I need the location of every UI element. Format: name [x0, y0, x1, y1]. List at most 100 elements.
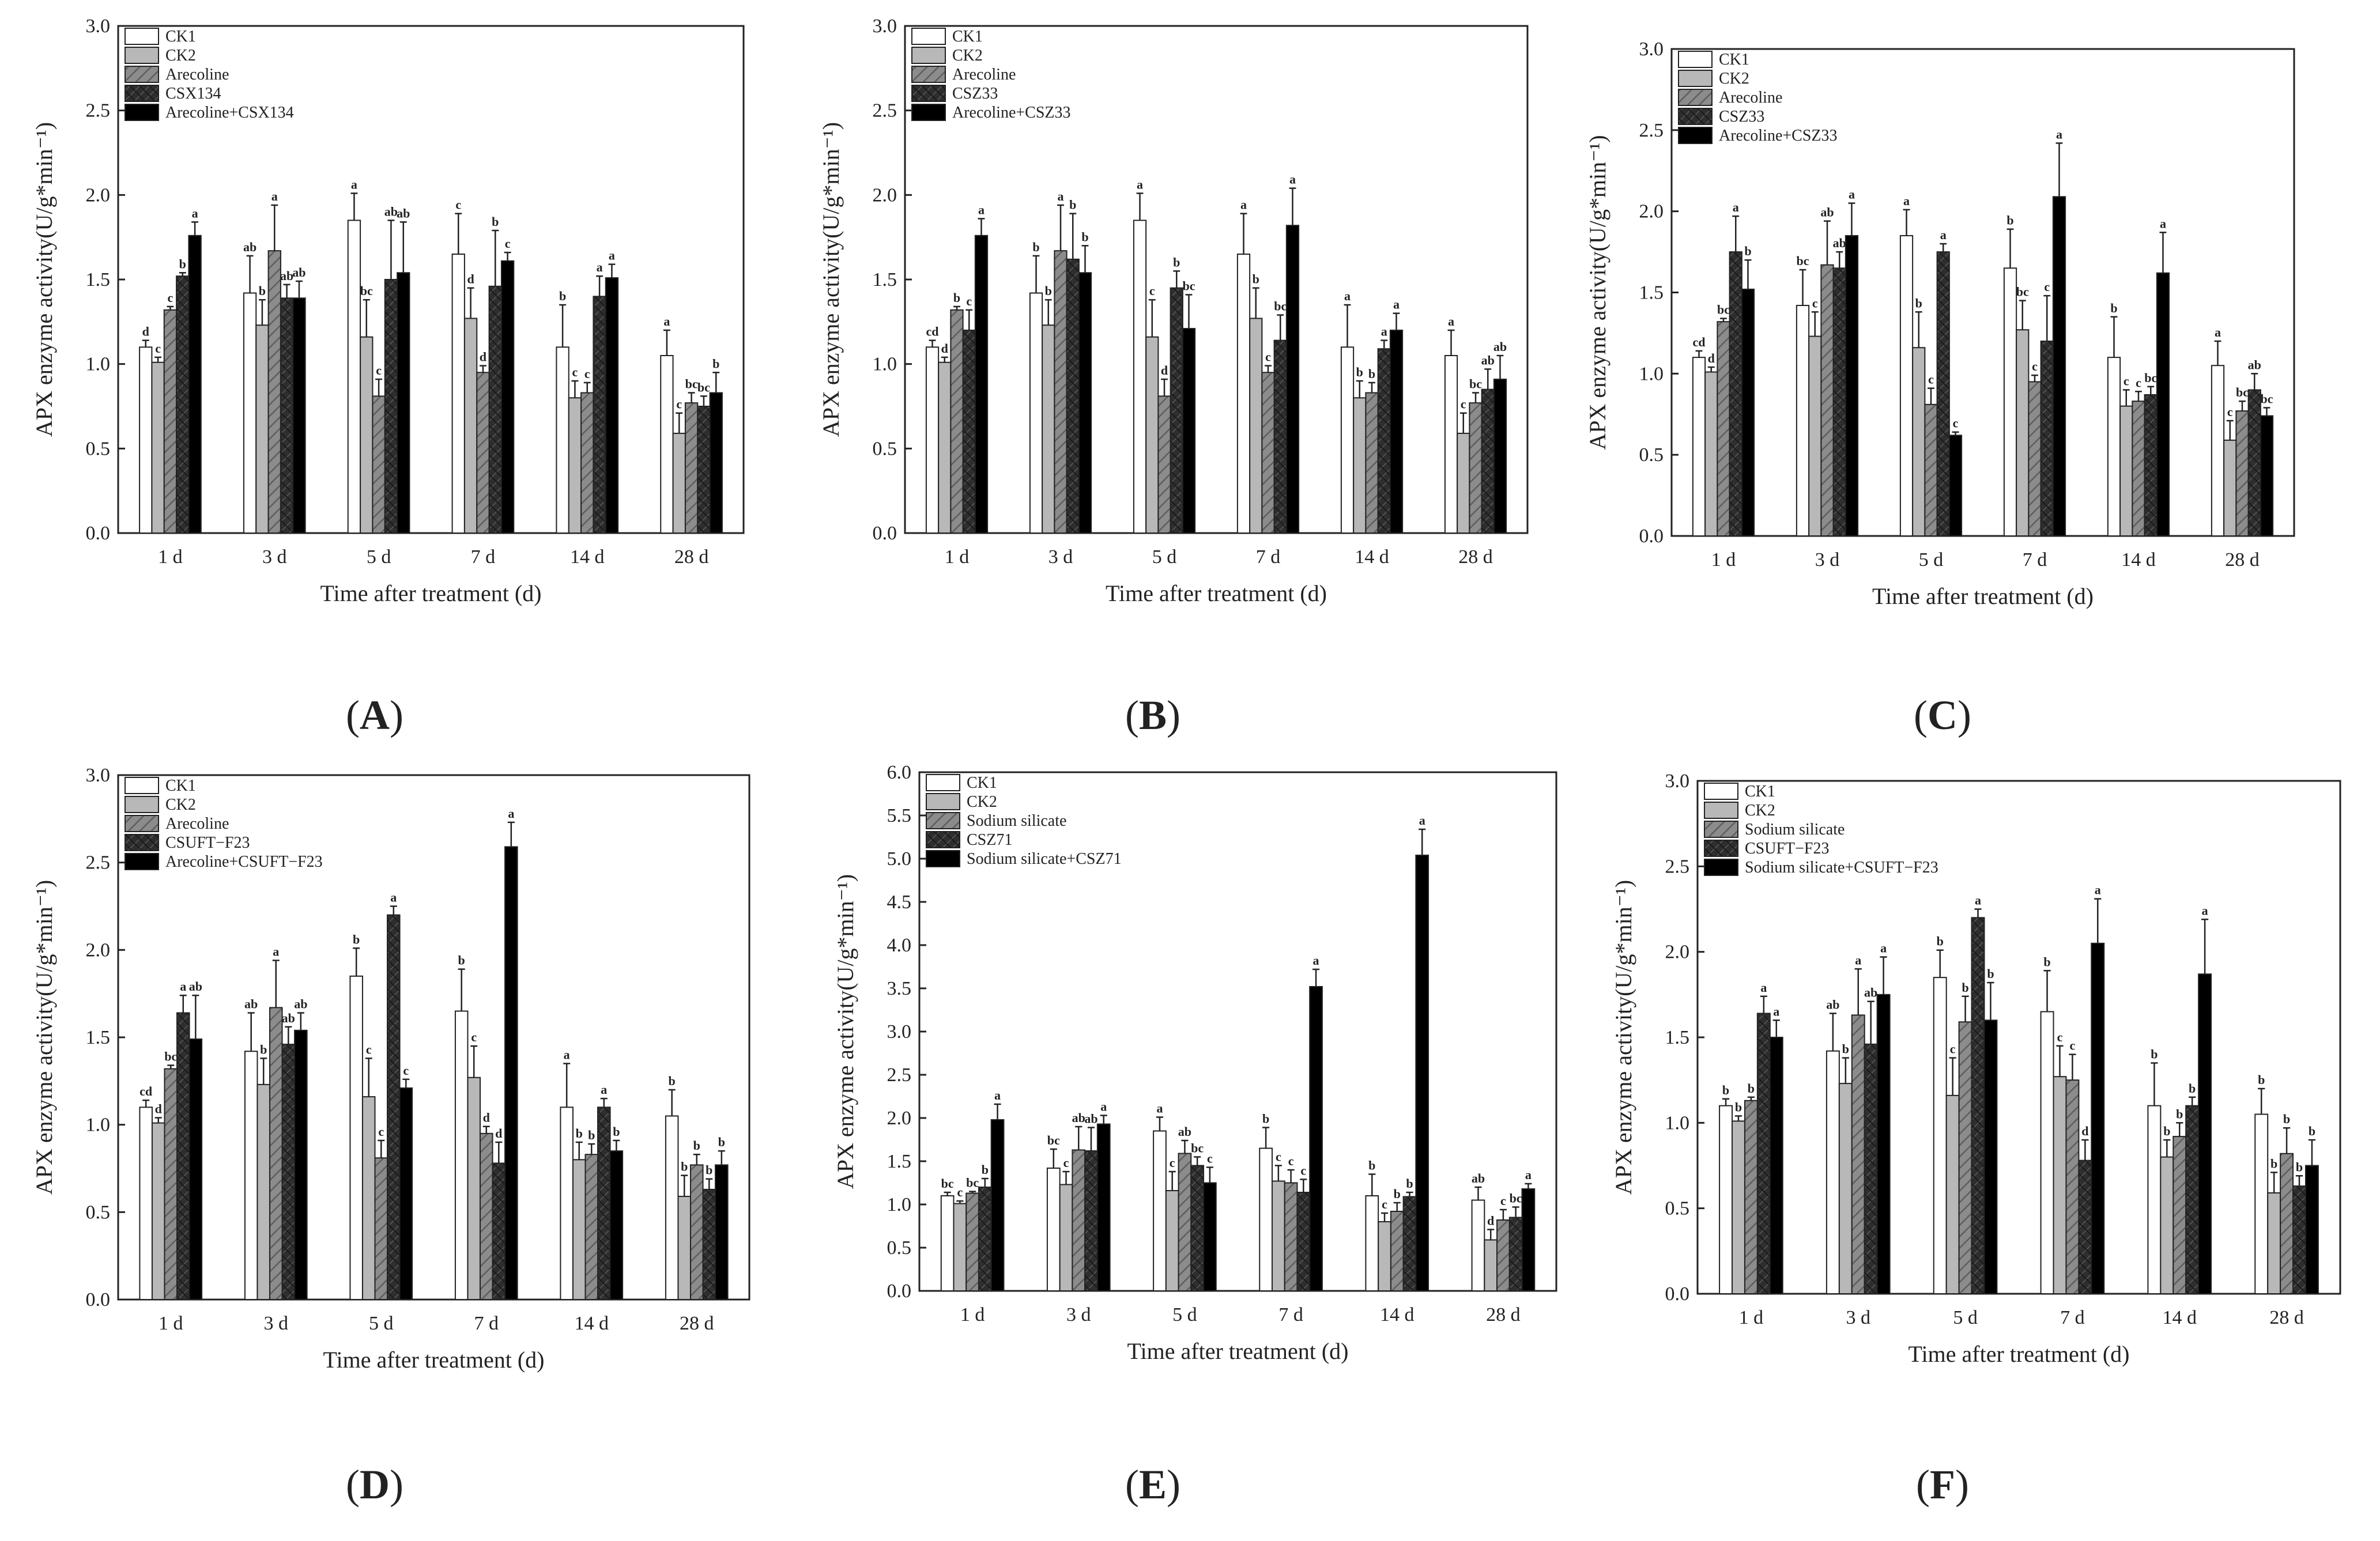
bar [1271, 1180, 1285, 1291]
legend-swatch [1678, 127, 1713, 144]
bar [1377, 348, 1391, 534]
bar [1899, 235, 1914, 537]
bar [2267, 1192, 2281, 1294]
bar [1717, 321, 1730, 537]
bar [1845, 235, 1859, 537]
significance-letter: b [1842, 1042, 1849, 1056]
significance-letter: b [1262, 1112, 1269, 1126]
legend-swatch [926, 850, 960, 867]
bar [715, 1164, 729, 1301]
significance-letter: c [505, 236, 511, 251]
bar [925, 346, 940, 534]
bar [269, 1007, 283, 1301]
bar [1912, 347, 1926, 537]
significance-letter: ab [282, 1011, 295, 1025]
significance-letter: b [2309, 1124, 2315, 1138]
significance-letter: a [192, 206, 198, 220]
significance-letter: b [2176, 1106, 2183, 1121]
significance-letter: c [1207, 1151, 1213, 1166]
x-tick-label: 5 d [367, 546, 391, 568]
significance-letter: bc [2144, 371, 2157, 385]
significance-letter: c [1461, 397, 1466, 411]
significance-letter: b [1915, 296, 1922, 310]
bar [1444, 355, 1458, 534]
bar [1378, 1221, 1391, 1291]
significance-letter: b [2110, 301, 2117, 315]
bar [965, 1192, 979, 1291]
significance-letter: a [978, 202, 985, 217]
bar [1273, 339, 1287, 534]
significance-letter: ab [1820, 205, 1834, 220]
legend-label: Arecoline+CSUFT−F23 [165, 853, 323, 871]
significance-letter: b [1394, 1187, 1401, 1201]
bar [1744, 1100, 1758, 1295]
x-tick-label: 1 d [1711, 549, 1736, 571]
legend-label: CSZ71 [967, 831, 1012, 849]
bar [1078, 272, 1092, 534]
bar [374, 1157, 389, 1301]
significance-letter: b [588, 1128, 595, 1142]
significance-letter: a [1137, 177, 1143, 191]
x-tick-label: 28 d [2225, 549, 2260, 571]
x-tick-label: 28 d [1486, 1304, 1521, 1325]
bar [1876, 994, 1891, 1295]
y-tick-label: 1.0 [1665, 1112, 1690, 1134]
significance-letter: bc [2260, 391, 2273, 406]
bar [1825, 1050, 1840, 1294]
significance-letter: b [1368, 367, 1375, 381]
y-tick-label: 2.0 [887, 1108, 912, 1129]
y-tick-label: 2.5 [1665, 856, 1690, 877]
significance-letter: c [2057, 1030, 2063, 1044]
y-tick-label: 3.0 [887, 1021, 912, 1043]
significance-letter: c [1812, 296, 1818, 310]
bar [1971, 917, 1985, 1295]
significance-letter: b [576, 1126, 583, 1140]
bar [1415, 855, 1429, 1291]
bar [1692, 357, 1706, 537]
bar [1838, 1083, 1853, 1294]
bar [2040, 341, 2054, 537]
significance-letter: a [609, 248, 615, 263]
bar [556, 346, 569, 534]
bar [1153, 1130, 1167, 1291]
significance-letter: b [1744, 244, 1751, 258]
chart-panel-5: 0.0 0.5 1.0 1.5 2.0 2.5 3.0 3.5 4.0 4.5 5.0 5.5 6.0 A… [832, 762, 1557, 1508]
bar [990, 1119, 1005, 1291]
significance-letter: a [180, 979, 186, 994]
significance-letter: d [467, 272, 474, 286]
bar [500, 260, 515, 534]
significance-letter: b [1253, 272, 1259, 286]
legend-swatch [1704, 859, 1738, 876]
significance-letter: a [2056, 127, 2062, 141]
y-tick-label: 0.5 [86, 438, 111, 459]
bar [151, 361, 165, 534]
bar [294, 1029, 308, 1301]
bar [1261, 372, 1275, 534]
bar [372, 395, 386, 534]
x-tick-label: 5 d [1172, 1304, 1197, 1325]
significance-letter: b [2189, 1081, 2196, 1096]
bar [1808, 335, 1822, 537]
bar [938, 361, 952, 534]
significance-letter: a [1289, 172, 1296, 187]
significance-letter: bc [1274, 299, 1287, 314]
significance-letter: b [1173, 255, 1180, 269]
significance-letter: bc [685, 377, 698, 391]
bar [2211, 365, 2225, 537]
bar [267, 250, 281, 534]
significance-letter: b [559, 289, 566, 303]
significance-letter: a [1240, 198, 1247, 212]
y-tick-label: 2.5 [86, 100, 111, 122]
significance-letter: b [353, 932, 360, 946]
y-tick-label: 3.0 [1639, 39, 1664, 60]
significance-letter: bc [966, 1176, 979, 1190]
bar [593, 296, 606, 534]
significance-letter: b [2043, 954, 2050, 969]
bar [2065, 1079, 2080, 1294]
panel-caption: (A) [346, 692, 403, 738]
significance-letter: bc [941, 1176, 954, 1191]
legend-swatch [926, 812, 960, 829]
y-axis-label: APX enzyme activity(U/g*min⁻¹) [1610, 880, 1636, 1195]
y-tick-label: 3.0 [1665, 770, 1690, 792]
significance-letter: b [1937, 934, 1944, 949]
